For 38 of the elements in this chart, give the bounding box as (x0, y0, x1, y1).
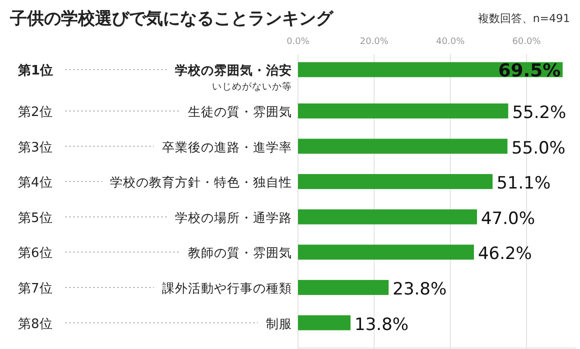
text: 複数回答、n=491 (478, 12, 570, 25)
y-tick-label: 学校の雰囲気・治安 (175, 62, 292, 78)
y-tick-label: 学校の場所・通学路 (175, 210, 292, 225)
y-tick-label: 卒業後の進路・進学率 (162, 139, 292, 154)
data-label: 13.8% (354, 314, 409, 335)
data-label: 46.2% (478, 244, 532, 264)
data-label: 69.5% (498, 60, 561, 82)
data-label: 51.1% (496, 174, 551, 194)
bar (298, 209, 477, 224)
y-tick-label: 制服 (266, 316, 292, 331)
bar (298, 103, 508, 118)
text: 第3位 (18, 140, 52, 156)
y-tick-label: 学校の教育方針・特色・独自性 (110, 174, 292, 190)
text: 第6位 (18, 246, 52, 262)
text: 第7位 (18, 281, 52, 296)
data-label: 47.0% (480, 208, 535, 229)
text: 第2位 (18, 104, 52, 120)
text: 第8位 (18, 316, 52, 332)
text: 第4位 (18, 176, 52, 191)
data-label: 55.0% (511, 138, 566, 158)
bar (298, 280, 389, 295)
bar (298, 244, 474, 260)
y-tick-label: 課外活動や行事の種類 (162, 280, 292, 296)
bar (298, 174, 493, 190)
y-tick-label: 生徒の質・雰囲気 (188, 104, 292, 119)
data-label: 55.2% (512, 102, 566, 123)
x-tick-label: 0.0% (286, 37, 310, 47)
bar (298, 138, 508, 154)
x-tick-label: 20.0% (360, 37, 389, 47)
text: 第1位 (17, 64, 54, 79)
x-tick-label: 60.0% (512, 37, 542, 47)
bar (298, 315, 351, 330)
text: 第5位 (18, 210, 52, 226)
x-tick-label: 40.0% (436, 37, 466, 47)
chart-title: 子供の学校選びで気になることランキング (9, 9, 334, 29)
data-label: 23.8% (392, 279, 447, 300)
y-tick-label: 教師の質・雰囲気 (188, 245, 292, 260)
text: いじめがないか等 (212, 80, 292, 93)
